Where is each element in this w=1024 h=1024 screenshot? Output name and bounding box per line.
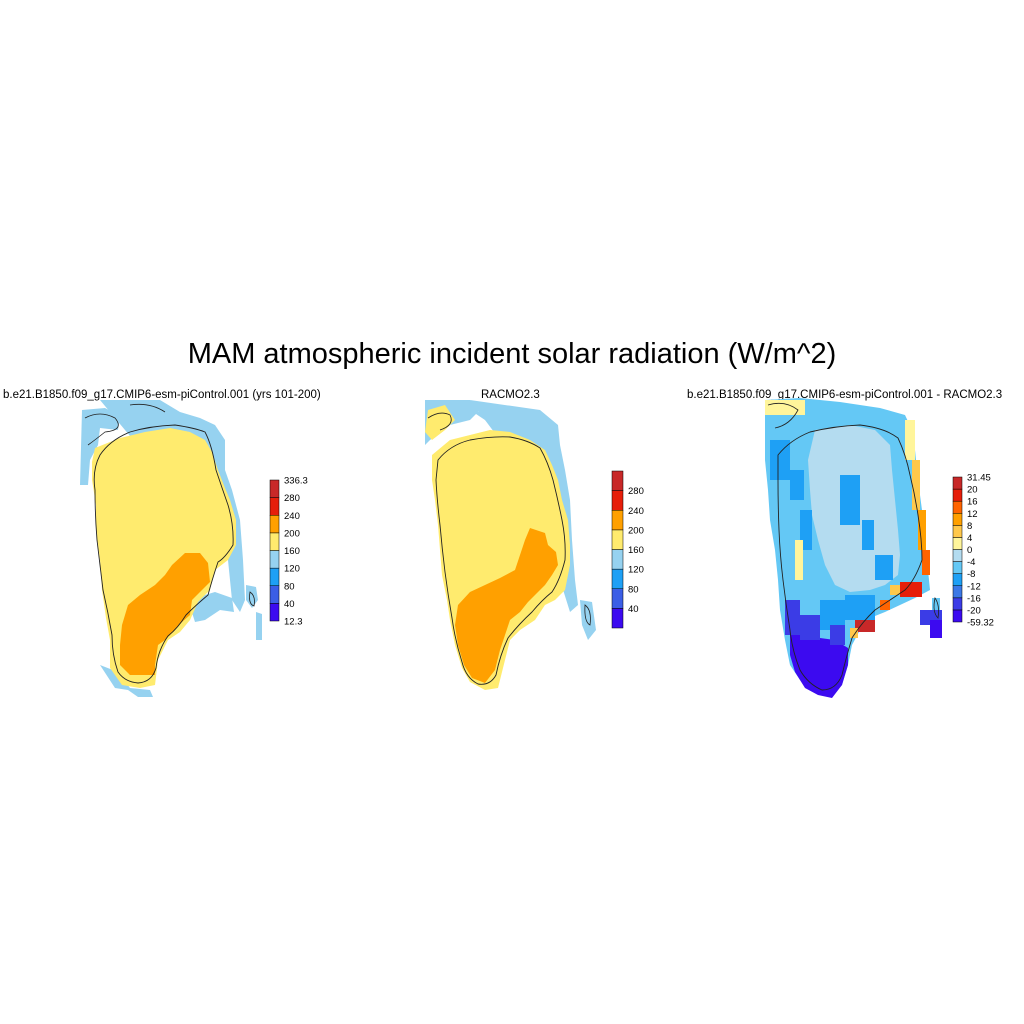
colorbar-swatch: [952, 549, 963, 562]
colorbar-swatch: [269, 603, 280, 622]
map-warm-cells: [765, 400, 930, 638]
map-orange-region: [455, 528, 558, 683]
colorbar-tick-label: 31.45: [967, 473, 991, 484]
colorbar-tick-label: 336.3: [284, 476, 308, 487]
colorbar-swatch: [269, 497, 280, 516]
colorbar-swatch: [952, 476, 963, 490]
colorbar-tick-label: 40: [284, 599, 295, 610]
panel-title-difference: b.e21.B1850.f09_g17.CMIP6-esm-piControl.…: [687, 389, 1003, 401]
colorbar-swatch: [269, 515, 280, 534]
figure-title: MAM atmospheric incident solar radiation…: [187, 338, 837, 370]
map-panel-difference: [765, 398, 942, 698]
colorbar-swatch: [952, 537, 963, 550]
colorbar-tick-label: -8: [967, 569, 975, 580]
colorbar-swatch: [952, 525, 963, 538]
colorbar-tick-label: 12.3: [284, 617, 303, 628]
colorbar-swatch: [952, 513, 963, 526]
colorbar-tick-label: 120: [284, 564, 300, 575]
colorbar-tick-label: -12: [967, 581, 981, 592]
colorbar-swatch: [269, 479, 280, 498]
map-darkblue-cells: [785, 600, 845, 645]
colorbar-tick-label: 160: [628, 545, 644, 556]
colorbar-tick-label: 280: [284, 493, 300, 504]
colorbar-swatch: [952, 561, 963, 574]
map-coastline: [777, 424, 923, 691]
colorbar-swatch: [952, 597, 963, 611]
colorbar-swatch: [611, 510, 624, 531]
colorbar-tick-label: 200: [284, 528, 300, 539]
colorbar-swatch: [611, 588, 624, 609]
colorbar-tick-label: 200: [628, 525, 644, 536]
colorbar-tick-label: 240: [284, 511, 300, 522]
colorbar-tick-label: 40: [628, 604, 639, 615]
colorbar-tick-label: 80: [628, 584, 639, 595]
map-coastline: [93, 424, 234, 684]
colorbar-tick-label: 120: [628, 565, 644, 576]
colorbar-swatch: [611, 470, 624, 491]
colorbar-swatch: [269, 532, 280, 551]
colorbar-tick-label: -20: [967, 605, 981, 616]
colorbar-tick-label: 20: [967, 485, 978, 496]
colorbar-tick-label: 160: [284, 546, 300, 557]
map-orange-region: [120, 553, 210, 675]
colorbar-tick-label: 280: [628, 486, 644, 497]
colorbar-swatch: [611, 549, 624, 570]
colorbar-tick-label: -4: [967, 557, 975, 568]
colorbar-swatch: [611, 490, 624, 511]
map-purple-region: [790, 630, 848, 698]
colorbar-tick-label: 16: [967, 497, 978, 508]
colorbar-swatch: [611, 608, 624, 629]
colorbar-swatch: [952, 609, 963, 623]
map-panel-model: [80, 400, 262, 697]
colorbar-tick-label: 8: [967, 521, 972, 532]
colorbar-racmo: 40 80 120 160 200 240 280: [611, 470, 644, 629]
map-islet-cells: [920, 598, 942, 638]
colorbar-swatch: [269, 567, 280, 586]
colorbar-swatch: [611, 529, 624, 550]
colorbar-tick-label: 80: [284, 581, 295, 592]
colorbar-swatch: [952, 573, 963, 587]
colorbar-tick-label: -59.32: [967, 618, 994, 629]
panel-title-racmo: RACMO2.3: [481, 389, 540, 401]
panel-title-model: b.e21.B1850.f09_g17.CMIP6-esm-piControl.…: [3, 389, 321, 401]
colorbar-model: 12.3 40 80 120 160 200 240 280 336.3: [269, 476, 308, 628]
colorbar-swatch: [269, 585, 280, 604]
colorbar-tick-label: 240: [628, 506, 644, 517]
colorbar-swatch: [952, 488, 963, 502]
colorbar-tick-label: -16: [967, 593, 981, 604]
colorbar-tick-label: 4: [967, 533, 972, 544]
colorbar-swatch: [952, 500, 963, 514]
map-panel-racmo: [425, 400, 596, 690]
map-coastline: [435, 436, 566, 685]
colorbar-tick-label: 12: [967, 509, 978, 520]
colorbar-swatch: [611, 568, 624, 589]
colorbar-swatch: [952, 585, 963, 599]
colorbar-swatch: [269, 550, 280, 569]
map-yellow-region: [92, 428, 236, 688]
colorbar-tick-label: 0: [967, 545, 972, 556]
